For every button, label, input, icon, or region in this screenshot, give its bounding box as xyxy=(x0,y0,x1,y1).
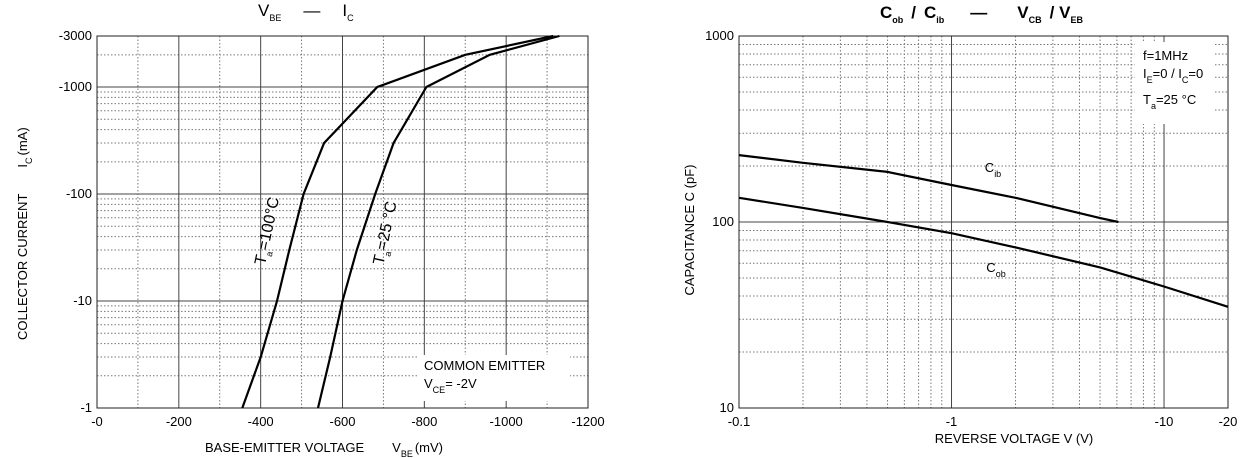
chart-title-sub: EB xyxy=(1070,15,1083,25)
y-tick-label: -1000 xyxy=(59,79,92,94)
x-tick-label: -1 xyxy=(946,414,958,429)
annotation-text: V xyxy=(424,376,433,391)
series-label-sub: a xyxy=(264,251,275,258)
x-axis-label-text: REVERSE VOLTAGE V (V) xyxy=(935,431,1093,446)
annotation: VCE= -2V xyxy=(424,376,477,395)
y-tick-label: -3000 xyxy=(59,28,92,43)
annotation-text: =0 / I xyxy=(1153,66,1182,81)
series-label-text: =25 °C xyxy=(374,200,401,252)
series-label-text: T xyxy=(371,253,390,266)
plot-frame xyxy=(96,35,589,409)
series-label: Ta=25 °C xyxy=(371,200,404,267)
chart-title-sub: CB xyxy=(1029,15,1042,25)
series-label: Cib xyxy=(985,160,1001,179)
x-tick-label: -800 xyxy=(411,414,437,429)
curve xyxy=(738,154,1119,224)
series-label-text: T xyxy=(252,253,271,266)
chart-title-sub: C xyxy=(347,13,354,23)
annotation-box xyxy=(418,355,570,401)
annotation-text: =25 °C xyxy=(1156,92,1196,107)
x-tick-label: -10 xyxy=(1155,414,1174,429)
chart-title-sub: ib xyxy=(936,15,945,25)
series-label: Cob xyxy=(986,260,1005,279)
annotation-text: =0 xyxy=(1188,66,1203,81)
x-tick-label: -200 xyxy=(166,414,192,429)
x-axis-label-sub: BE xyxy=(401,449,413,458)
chart-title-text: — xyxy=(970,3,987,22)
y-tick-label: 100 xyxy=(712,214,734,229)
x-axis-label-text: (mV) xyxy=(415,440,443,455)
annotation-text: I xyxy=(1143,66,1147,81)
y-axis-label-text: I xyxy=(15,164,30,168)
x-axis-label: REVERSE VOLTAGE V (V) xyxy=(935,431,1093,446)
y-axis-label-text: CAPACITANCE C (pF) xyxy=(682,165,697,296)
curve xyxy=(738,196,1229,308)
x-tick-label: -1000 xyxy=(490,414,523,429)
x-axis-label-text: V xyxy=(392,440,401,455)
annotation-text: T xyxy=(1143,92,1151,107)
series-label: Ta=100°C xyxy=(252,196,286,267)
y-tick-label: -10 xyxy=(73,293,92,308)
annotation: Ta=25 °C xyxy=(1143,92,1196,111)
annotation-sub: CE xyxy=(433,385,446,395)
y-tick-label: 1000 xyxy=(705,28,734,43)
x-tick-label: -600 xyxy=(329,414,355,429)
y-tick-label: -100 xyxy=(66,186,92,201)
annotation-text: COMMON EMITTER xyxy=(424,358,545,373)
chart-title-sub: BE xyxy=(269,13,281,23)
series-label-sub: ob xyxy=(996,269,1006,279)
annotation-sub: a xyxy=(1151,101,1156,111)
chart-title-text: C xyxy=(924,3,936,22)
annotation-text: f=1MHz xyxy=(1143,48,1188,63)
curve xyxy=(241,34,554,409)
y-tick-label: 10 xyxy=(720,400,734,415)
chart-title-sub: ob xyxy=(892,15,903,25)
chart-title: VBE — IC xyxy=(258,1,354,23)
curve xyxy=(316,34,560,409)
annotation: f=1MHz xyxy=(1143,48,1188,63)
y-axis-label-sub: C xyxy=(24,157,34,164)
chart-title: Cob / Cib — VCB / VEB xyxy=(880,3,1083,25)
annotation-sub: C xyxy=(1182,75,1189,85)
annotation: IE=0 / IC=0 xyxy=(1143,66,1203,85)
y-axis-label-text: COLLECTOR CURRENT xyxy=(15,194,30,340)
x-tick-label: -20 xyxy=(1219,414,1238,429)
y-axis-label-text: (mA) xyxy=(15,127,30,155)
series-label-text: C xyxy=(986,260,995,275)
y-axis-label: CAPACITANCE C (pF) xyxy=(682,165,697,296)
chart-title-text: I xyxy=(342,1,347,20)
annotation-text: = -2V xyxy=(445,376,477,391)
x-tick-label: -0.1 xyxy=(728,414,750,429)
series-label-text: C xyxy=(985,160,994,175)
series-label-sub: a xyxy=(382,250,393,257)
series-label-sub: ib xyxy=(994,169,1001,179)
y-axis-label: COLLECTOR CURRENT IC (mA) xyxy=(15,127,34,340)
x-tick-label: -0 xyxy=(91,414,103,429)
chart-title-text: V xyxy=(258,1,270,20)
annotation-box xyxy=(1135,42,1215,124)
annotation: COMMON EMITTER xyxy=(424,358,545,373)
plot-frame xyxy=(738,35,1229,409)
x-axis-label: BASE-EMITTER VOLTAGE VBE (mV) xyxy=(205,440,443,458)
annotation-sub: E xyxy=(1147,75,1153,85)
x-tick-label: -1200 xyxy=(571,414,604,429)
chart-title-text: / xyxy=(911,3,916,22)
x-tick-label: -400 xyxy=(248,414,274,429)
chart-title-text: — xyxy=(303,1,320,20)
chart-title-text: C xyxy=(880,3,892,22)
chart-title-text: / V xyxy=(1050,3,1071,22)
x-axis-label-text: BASE-EMITTER VOLTAGE xyxy=(205,440,364,455)
chart-title-text: V xyxy=(1017,3,1029,22)
y-tick-label: -1 xyxy=(80,400,92,415)
